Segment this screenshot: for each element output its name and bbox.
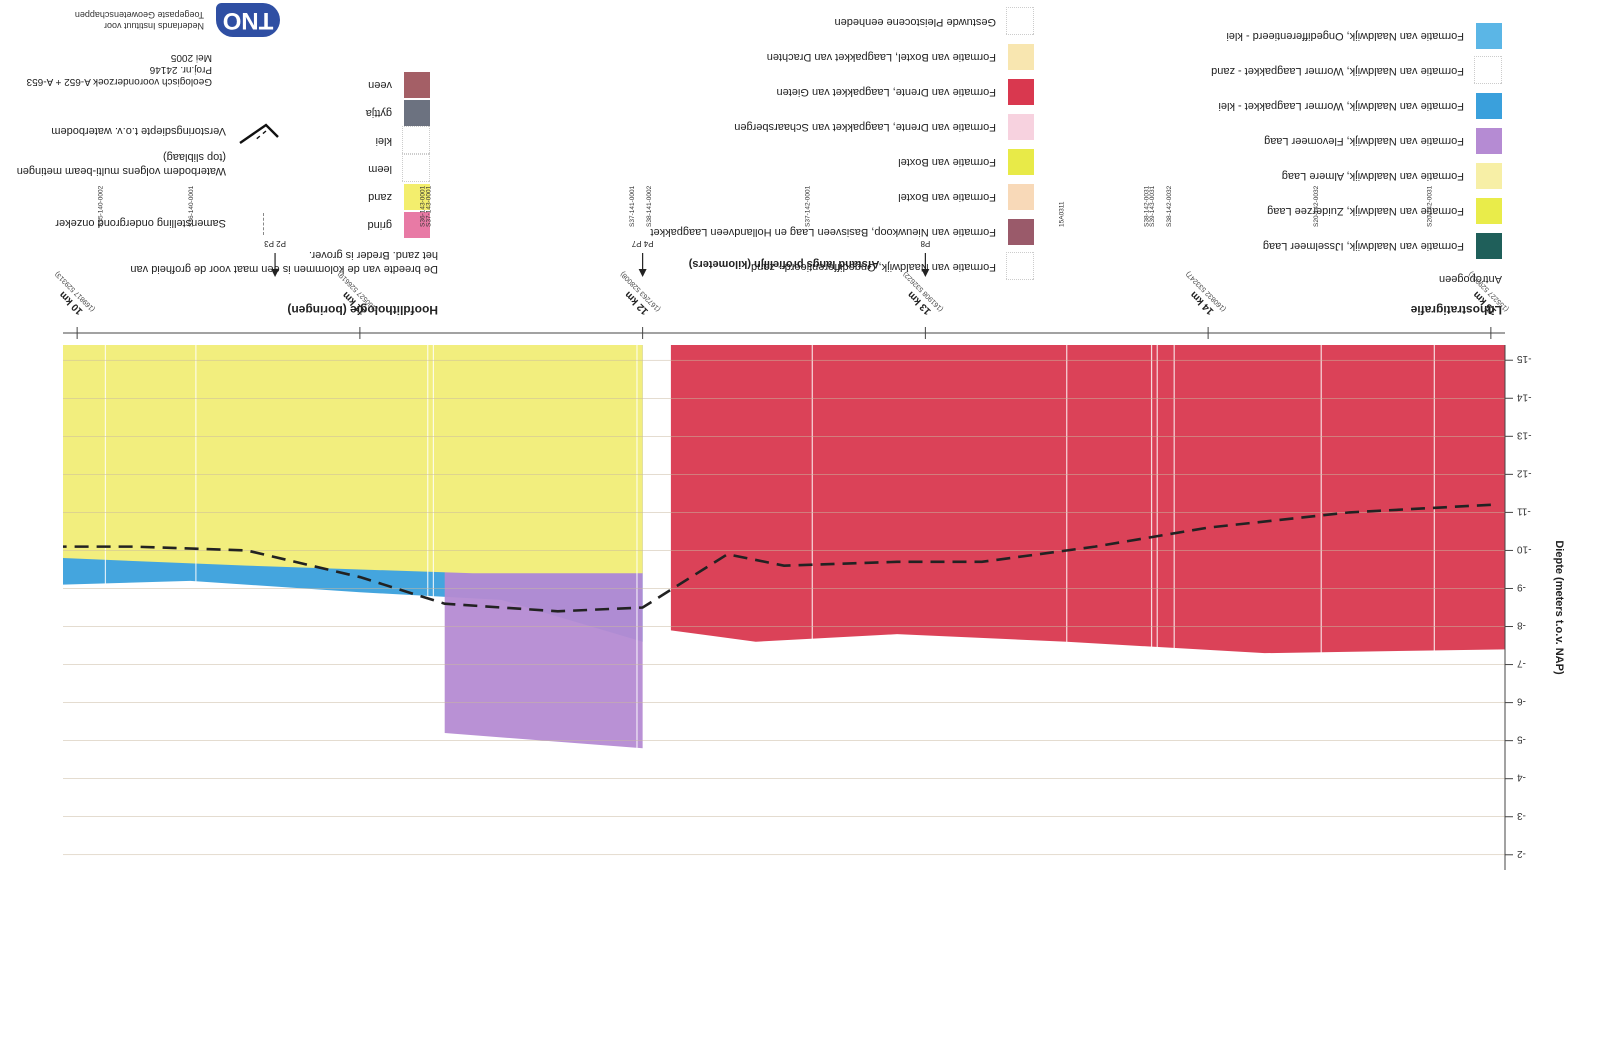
marker-label: P4 P7 (631, 239, 653, 248)
borehole-label: S20-142-0032 (1313, 185, 1320, 227)
marker-arrow-head (271, 269, 280, 277)
y-tick-label: -7 (1517, 658, 1526, 669)
layer-1 (670, 345, 1505, 654)
y-tick-label: -12 (1517, 467, 1532, 478)
borehole-label: S39-143-0031 (1149, 185, 1156, 227)
borehole-label: 15A0311 (1059, 201, 1066, 227)
borehole-label: S36-140-0001 (188, 185, 195, 227)
y-tick-label: -9 (1517, 581, 1526, 592)
borehole-label: S38-142-0032 (1166, 185, 1173, 227)
dashed-line-0 (63, 503, 1491, 613)
y-tick-label: -15 (1517, 353, 1532, 364)
y-tick-label: -4 (1517, 772, 1526, 783)
layer-naaldwijk-zand (63, 345, 643, 574)
x-axis-label: Afstand langs profiellijn (kilometers) (688, 258, 879, 270)
y-tick-label: -2 (1517, 848, 1526, 859)
marker-label: P2 P3 (264, 239, 286, 248)
y-tick-label: -11 (1517, 505, 1531, 516)
borehole-label: S20-142-0031 (1426, 185, 1433, 227)
borehole-label: S35-140-0002 (97, 185, 104, 227)
marker-arrow-head (921, 269, 930, 277)
check-mark-icon (239, 123, 279, 144)
y-tick-label: -6 (1517, 696, 1526, 707)
y-axis-label: Diepte (meters t.o.v. NAP) (1553, 540, 1565, 675)
marker-arrow-head (638, 269, 647, 277)
y-tick-label: -3 (1517, 810, 1526, 821)
borehole-label: S38-142-0031 (1144, 185, 1151, 227)
borehole-label: S36-143-0001 (420, 185, 427, 227)
borehole-label: S37-141-0001 (629, 185, 636, 227)
plot-area (63, 345, 1505, 772)
y-tick-label: -14 (1517, 391, 1532, 402)
borehole-label: S37-143-0001 (425, 185, 432, 227)
y-tick-label: -13 (1517, 429, 1532, 440)
marker-label: P8 (920, 239, 930, 248)
borehole-label: S38-141-0002 (646, 185, 653, 227)
y-tick-label: -10 (1517, 543, 1532, 554)
borehole-label: S37-142-0001 (804, 185, 811, 227)
y-tick-label: -5 (1517, 734, 1526, 745)
y-tick-label: -8 (1517, 620, 1526, 631)
dashed-line-symbol (239, 123, 279, 144)
